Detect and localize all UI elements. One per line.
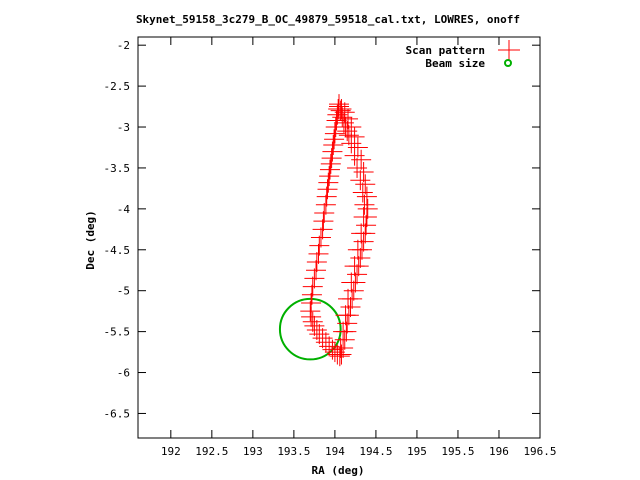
scan-point [350,170,371,191]
scan-point [337,313,358,334]
x-tick-label: 192.5 [195,445,228,458]
scan-point [317,179,338,200]
scan-point [357,198,378,219]
y-tick-label: -3 [117,121,130,134]
scan-point [312,219,333,240]
scan-point [319,336,340,357]
scan-point [333,321,354,342]
scan-point [314,202,335,223]
scan-point [343,280,364,301]
scan-point [308,243,329,264]
y-tick-label: -4 [117,203,131,216]
scan-point [350,247,371,268]
y-tick-label: -3.5 [104,162,131,175]
scan-point [334,102,355,123]
legend-label-beam-size: Beam size [425,57,485,70]
x-tick-label: 195.5 [441,445,474,458]
scan-point [329,96,349,117]
scan-point [355,174,376,195]
scan-point [316,186,337,207]
scan-point [344,256,365,277]
scan-point [330,337,351,358]
y-axis: -2 -2.5 -3 -3.5 -4 -4.5 -5 -5.5 -6 -6.5 [104,39,540,420]
scan-point [337,121,358,142]
beam-size-circle [278,297,342,361]
x-tick-label: 194 [325,445,345,458]
y-tick-label: -4.5 [104,244,131,257]
scan-point [310,227,331,248]
scan-point [306,252,327,273]
scan-point [333,112,354,133]
scan-point [301,284,322,305]
y-axis-label: Dec (deg) [84,210,97,270]
scan-point [356,215,377,236]
scan-point [352,182,373,203]
scan-point [324,129,345,150]
scan-point [302,311,323,332]
x-tick-label: 192 [161,445,181,458]
scan-point [301,306,322,327]
x-tick-label: 193 [243,445,263,458]
scan-point [341,272,362,293]
legend-marker-beam-size [504,59,512,67]
scan-point [313,211,334,232]
y-tick-label: -2.5 [104,80,131,93]
legend-label-scan-pattern: Scan pattern [406,44,485,57]
scan-point [344,145,365,166]
scan-point [334,329,355,350]
scan-point [331,99,352,120]
legend: Scan pattern Beam size [406,40,520,70]
plot-frame [137,36,541,439]
x-tick-label: 193.5 [277,445,310,458]
scan-point [306,260,327,281]
x-tick-label: 194.5 [359,445,392,458]
scan-point [321,148,342,169]
scan-point [335,117,356,138]
x-tick-label: 196 [489,445,509,458]
scan-point [324,123,345,144]
scan-point [353,231,374,252]
y-tick-label: -5.5 [104,326,131,339]
scan-point [304,268,325,289]
scan-point [320,153,341,174]
scan-point [332,107,353,128]
scan-point [306,319,327,340]
x-axis: 192 192.5 193 193.5 194 194.5 195 195.5 196 196.5 [161,37,557,458]
y-tick-label: -5 [117,285,130,298]
scan-point [315,194,336,215]
x-tick-label: 196.5 [523,445,556,458]
y-tick-label: -6 [117,367,130,380]
scan-point [340,297,361,318]
scan-point [302,276,323,297]
scan-point [347,239,368,260]
legend-marker-scan-pattern [498,40,520,60]
scan-point [356,186,377,207]
plot-area [278,94,378,367]
scan-point [351,223,372,244]
y-tick-label: -2 [117,39,130,52]
y-tick-label: -6.5 [104,407,131,420]
chart-title: Skynet_59158_3c279_B_OC_49879_59518_cal.… [136,13,520,26]
scan-point [300,301,321,322]
scan-point [347,157,368,178]
scan-point [353,207,374,228]
scan-point [335,305,356,326]
scan-point [338,288,359,309]
scan-point [329,346,350,367]
x-axis-label: RA (deg) [312,464,365,477]
scan-point [354,194,375,215]
x-tick-label: 195 [407,445,427,458]
scan-point [338,125,359,146]
scan-point [347,264,368,285]
scan-point [341,133,362,154]
scan-point [309,235,330,256]
scan-point [304,315,325,336]
